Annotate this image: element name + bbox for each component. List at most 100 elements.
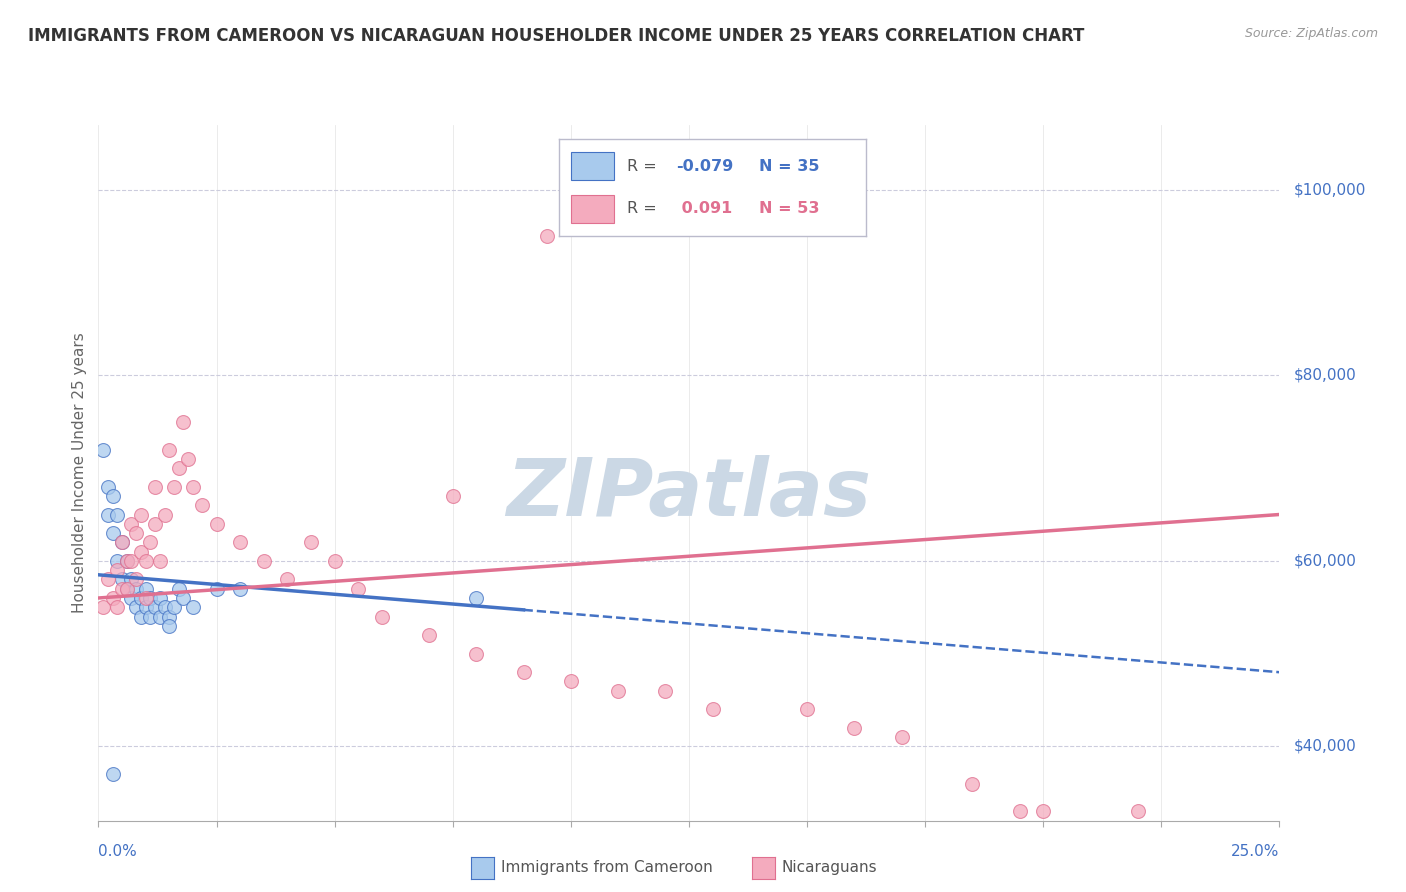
Point (465, 647, 488, 661)
Point (105, 508, 128, 522)
Text: Immigrants from Cameroon: Immigrants from Cameroon (501, 861, 713, 875)
Point (101, 767, 124, 781)
Point (129, 591, 152, 605)
Point (172, 591, 194, 605)
Point (512, 665, 534, 680)
Point (115, 554, 138, 568)
Text: 25.0%: 25.0% (1232, 844, 1279, 859)
Point (153, 508, 176, 522)
Point (1008, 805, 1031, 819)
Point (418, 628, 440, 642)
Point (560, 674, 582, 689)
Point (1126, 805, 1149, 819)
Text: $40,000: $40,000 (1294, 739, 1357, 754)
Point (536, 229, 558, 244)
Point (654, 683, 676, 698)
Point (177, 451, 200, 466)
Point (125, 582, 148, 596)
Point (121, 591, 143, 605)
Point (205, 516, 228, 531)
Point (121, 516, 143, 531)
Point (135, 591, 157, 605)
Point (167, 582, 190, 596)
Point (347, 582, 370, 596)
Point (1032, 805, 1054, 819)
Point (253, 554, 276, 568)
Text: ZIPatlas: ZIPatlas (506, 455, 872, 533)
Point (135, 554, 157, 568)
Point (702, 702, 724, 716)
Point (796, 702, 818, 716)
Point (121, 573, 143, 587)
Point (276, 573, 298, 587)
Point (129, 508, 152, 522)
Text: IMMIGRANTS FROM CAMEROON VS NICARAGUAN HOUSEHOLDER INCOME UNDER 25 YEARS CORRELA: IMMIGRANTS FROM CAMEROON VS NICARAGUAN H… (28, 27, 1084, 45)
Point (143, 480, 166, 494)
Point (299, 535, 322, 549)
Point (139, 591, 162, 605)
Point (105, 600, 128, 615)
Text: Nicaraguans: Nicaraguans (782, 861, 877, 875)
Point (163, 600, 186, 615)
Point (167, 461, 190, 475)
Point (371, 609, 394, 624)
Point (105, 563, 128, 577)
Point (139, 535, 162, 549)
Point (135, 600, 157, 615)
Point (115, 582, 138, 596)
Point (323, 554, 346, 568)
Point (91, 600, 114, 615)
Point (101, 489, 124, 503)
Point (101, 591, 124, 605)
Point (607, 683, 630, 698)
Point (143, 516, 166, 531)
Point (129, 609, 152, 624)
Point (97, 573, 120, 587)
Point (101, 526, 124, 541)
Point (229, 582, 252, 596)
Text: Source: ZipAtlas.com: Source: ZipAtlas.com (1244, 27, 1378, 40)
Point (125, 526, 148, 541)
Point (135, 582, 157, 596)
Point (157, 619, 180, 633)
Point (139, 609, 162, 624)
Point (962, 776, 984, 790)
Y-axis label: Householder Income Under 25 years: Householder Income Under 25 years (72, 333, 87, 613)
Point (157, 609, 180, 624)
Point (890, 730, 912, 744)
Text: $100,000: $100,000 (1294, 182, 1367, 197)
Text: $80,000: $80,000 (1294, 368, 1357, 383)
Point (111, 535, 134, 549)
Point (181, 480, 204, 494)
Point (465, 591, 488, 605)
Point (97, 508, 120, 522)
Point (149, 609, 172, 624)
Point (172, 415, 194, 429)
Point (125, 600, 148, 615)
Point (111, 573, 134, 587)
Point (115, 554, 138, 568)
Point (205, 582, 228, 596)
Point (121, 554, 143, 568)
Point (97, 480, 120, 494)
Point (191, 498, 214, 512)
Point (157, 442, 180, 457)
Point (181, 600, 204, 615)
Point (105, 554, 128, 568)
Point (229, 535, 252, 549)
Text: $60,000: $60,000 (1294, 553, 1357, 568)
Point (125, 573, 148, 587)
Point (111, 582, 134, 596)
Point (441, 489, 464, 503)
Point (153, 600, 176, 615)
Point (115, 582, 138, 596)
Point (149, 591, 172, 605)
Point (163, 480, 186, 494)
Text: 0.0%: 0.0% (98, 844, 138, 859)
Point (844, 721, 866, 735)
Point (149, 554, 172, 568)
Point (143, 600, 166, 615)
Point (129, 544, 152, 558)
Point (111, 535, 134, 549)
Point (91, 442, 114, 457)
